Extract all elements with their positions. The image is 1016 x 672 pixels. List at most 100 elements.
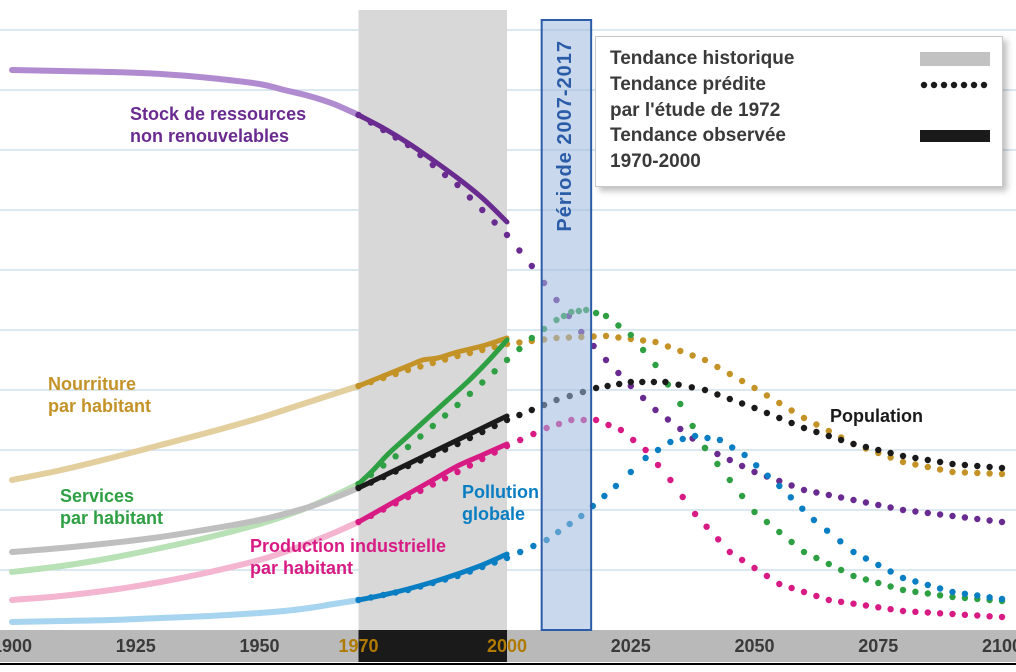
series-services-predicted-dot xyxy=(776,529,782,535)
series-services-predicted-dot xyxy=(900,587,906,593)
series-industrial-predicted-dot xyxy=(739,557,745,563)
series-population-predicted-dot xyxy=(639,379,645,385)
series-services-predicted-dot xyxy=(454,402,460,408)
series-population-predicted-dot xyxy=(529,407,535,413)
series-food-predicted-dot xyxy=(788,407,794,413)
series-pollution-predicted-dot xyxy=(680,436,686,442)
series-food-predicted-dot xyxy=(714,364,720,370)
series-industrial-predicted-dot xyxy=(727,549,733,555)
series-resources-predicted-dot xyxy=(887,504,893,510)
series-pollution-predicted-dot xyxy=(776,483,782,489)
series-services-predicted-dot xyxy=(912,589,918,595)
series-pollution-predicted-dot xyxy=(517,549,523,555)
series-food-predicted-dot xyxy=(689,352,695,358)
series-resources-predicted-dot xyxy=(529,263,535,269)
legend-box: Tendance historiqueTendance préditepar l… xyxy=(595,36,1003,187)
x-tick-label: 2050 xyxy=(734,636,774,656)
series-population-predicted-dot xyxy=(651,379,657,385)
series-resources-predicted-dot xyxy=(504,232,510,238)
series-industrial-predicted-dot xyxy=(605,422,611,428)
series-services-predicted-dot xyxy=(937,592,943,598)
legend-row: Tendance prédite xyxy=(610,73,990,97)
series-pollution-predicted-dot xyxy=(729,444,735,450)
series-services-predicted-dot xyxy=(826,561,832,567)
series-industrial-predicted-dot xyxy=(593,417,599,423)
series-pollution-predicted-dot xyxy=(765,473,771,479)
series-industrial-predicted-dot xyxy=(517,437,523,443)
legend-text: 1970-2000 xyxy=(610,150,902,174)
series-industrial-predicted-dot xyxy=(680,494,686,500)
series-population-predicted-dot xyxy=(900,453,906,459)
series-industrial-predicted-dot xyxy=(925,609,931,615)
series-services-predicted-dot xyxy=(714,461,720,467)
series-industrial-predicted-dot xyxy=(826,597,832,603)
series-resources-predicted-dot xyxy=(516,247,522,253)
series-services-predicted-dot xyxy=(677,401,683,407)
series-resources-label: non renouvelables xyxy=(130,126,289,146)
series-services-predicted-dot xyxy=(417,433,423,439)
series-pollution-predicted-dot xyxy=(753,462,759,468)
series-food-predicted-dot xyxy=(999,471,1005,477)
series-services-predicted-dot xyxy=(615,322,621,328)
series-population-predicted-dot xyxy=(999,465,1005,471)
series-industrial-predicted-dot xyxy=(801,589,807,595)
series-industrial-predicted-dot xyxy=(642,447,648,453)
series-services-predicted-dot xyxy=(640,347,646,353)
series-industrial-predicted-dot xyxy=(850,601,856,607)
series-population-predicted-dot xyxy=(850,441,856,447)
series-pollution-predicted-dot xyxy=(962,591,968,597)
series-population-predicted-dot xyxy=(986,464,992,470)
series-resources-predicted-dot xyxy=(652,407,658,413)
series-pollution-predicted-dot xyxy=(875,562,881,568)
series-services-predicted-dot xyxy=(628,332,634,338)
series-food-predicted-dot xyxy=(603,333,609,339)
series-population-predicted-dot xyxy=(675,382,681,388)
series-services-predicted-dot xyxy=(788,539,794,545)
x-tick-label: 2000 xyxy=(487,636,527,656)
series-pollution-predicted-dot xyxy=(799,506,805,512)
series-resources-predicted-dot xyxy=(937,511,943,517)
series-pollution-predicted-dot xyxy=(655,447,661,453)
series-food-predicted-dot xyxy=(962,469,968,475)
legend-text: par l'étude de 1972 xyxy=(610,99,902,123)
series-food-label: Nourriture xyxy=(48,374,136,394)
series-resources-predicted-dot xyxy=(615,370,621,376)
series-population-predicted-dot xyxy=(887,450,893,456)
series-services-predicted-dot xyxy=(593,310,599,316)
series-resources-predicted-dot xyxy=(863,499,869,505)
series-resources-predicted-dot xyxy=(900,507,906,513)
series-industrial-predicted-dot xyxy=(999,614,1005,620)
series-resources-predicted-dot xyxy=(826,492,832,498)
series-industrial-predicted-dot xyxy=(986,613,992,619)
series-resources-predicted-dot xyxy=(813,489,819,495)
series-food-predicted-dot xyxy=(949,469,955,475)
x-axis-highlight xyxy=(359,630,508,662)
series-industrial-predicted-dot xyxy=(937,610,943,616)
series-services-predicted-dot xyxy=(467,391,473,397)
series-population-predicted-dot xyxy=(751,405,757,411)
series-food-predicted-dot xyxy=(665,343,671,349)
series-services-predicted-dot xyxy=(727,477,733,483)
series-population-predicted-dot xyxy=(974,463,980,469)
series-population-predicted-dot xyxy=(813,429,819,435)
series-population-predicted-dot xyxy=(838,437,844,443)
series-pollution-predicted-dot xyxy=(850,549,856,555)
series-pollution-predicted-dot xyxy=(601,493,607,499)
series-services-predicted-dot xyxy=(689,423,695,429)
legend-row-sub: 1970-2000 xyxy=(610,150,990,174)
series-services-predicted-dot xyxy=(751,509,757,515)
series-food-label: par habitant xyxy=(48,396,151,416)
series-services-predicted-dot xyxy=(652,362,658,368)
series-resources-predicted-dot xyxy=(788,482,794,488)
series-population-predicted-dot xyxy=(949,461,955,467)
series-population-predicted-dot xyxy=(739,400,745,406)
series-pollution-predicted-dot xyxy=(717,437,723,443)
legend-swatch xyxy=(920,52,990,66)
series-population-predicted-dot xyxy=(937,459,943,465)
series-industrial-predicted-dot xyxy=(751,565,757,571)
series-services-predicted-dot xyxy=(739,493,745,499)
series-food-predicted-dot xyxy=(702,357,708,363)
series-food-predicted-dot xyxy=(615,334,621,340)
series-resources-predicted-dot xyxy=(467,194,473,200)
series-industrial-predicted-dot xyxy=(875,604,881,610)
